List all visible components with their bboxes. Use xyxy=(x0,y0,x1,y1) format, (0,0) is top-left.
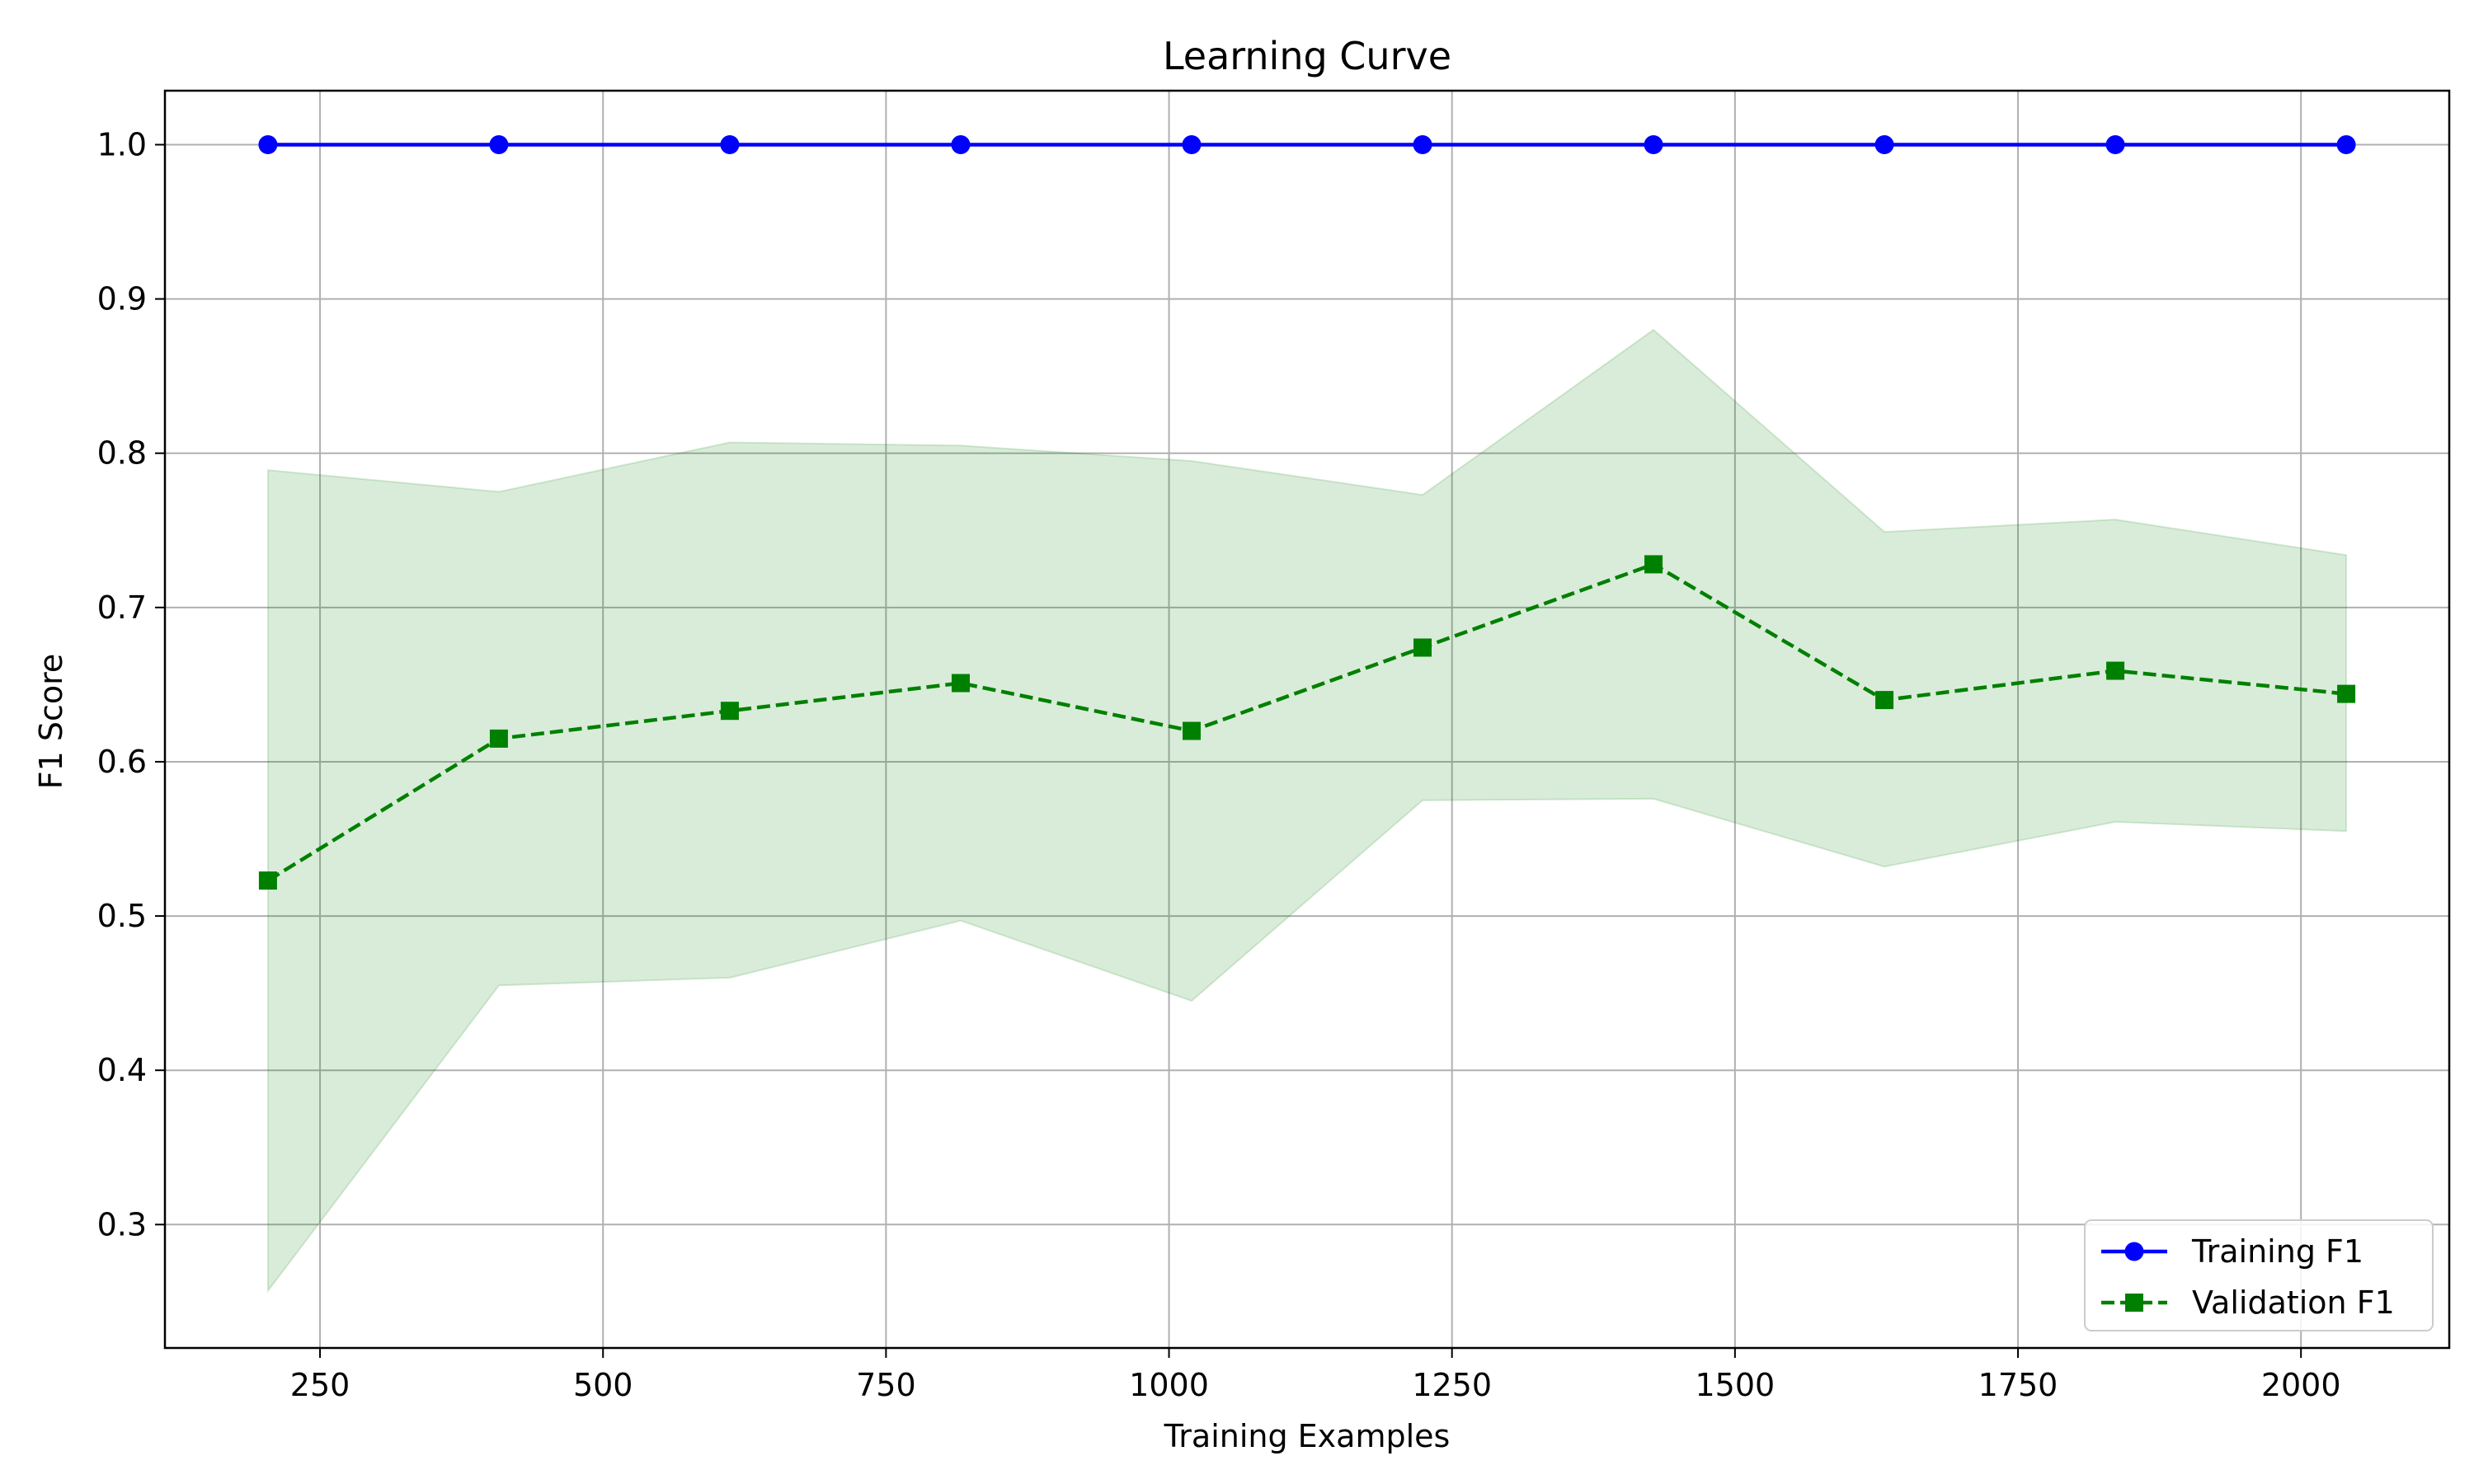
training-f1-point xyxy=(1644,134,1663,154)
x-tick-label: 1500 xyxy=(1696,1367,1776,1403)
legend-swatch-marker xyxy=(2124,1242,2144,1261)
validation-f1-point xyxy=(951,674,970,693)
y-tick-label: 0.5 xyxy=(97,898,147,934)
y-tick-label: 0.3 xyxy=(97,1206,147,1242)
training-f1-point xyxy=(489,134,509,154)
validation-f1-point xyxy=(720,702,739,721)
validation-f1-point xyxy=(258,871,277,890)
validation-f1-point xyxy=(489,729,508,748)
legend-box xyxy=(2084,1219,2434,1331)
training-f1-point xyxy=(1182,134,1202,154)
y-tick-label: 0.8 xyxy=(97,435,147,472)
y-axis-ticks: 0.3 0.4 0.5 0.6 0.7 0.8 0.9 1.0 xyxy=(97,126,165,1242)
training-f1-point xyxy=(951,134,971,154)
x-tick-label: 750 xyxy=(856,1367,916,1403)
legend-label: Validation F1 xyxy=(2192,1284,2395,1321)
validation-f1-point xyxy=(2106,661,2125,680)
training-f1-point xyxy=(1874,134,1894,154)
training-f1-point xyxy=(1413,134,1432,154)
validation-f1-std-band xyxy=(266,328,2348,1294)
x-tick-label: 500 xyxy=(573,1367,633,1403)
y-tick-label: 0.4 xyxy=(97,1052,147,1088)
training-f1-point xyxy=(2105,134,2125,154)
x-tick-label: 2000 xyxy=(2261,1367,2341,1403)
x-tick-label: 1250 xyxy=(1412,1367,1492,1403)
validation-f1-line xyxy=(266,561,2347,882)
x-tick-label: 1750 xyxy=(1978,1367,2058,1403)
training-f1-point xyxy=(2336,134,2356,154)
legend: Training F1 Validation F1 xyxy=(2084,1219,2434,1331)
training-f1-point xyxy=(258,134,278,154)
training-f1-point xyxy=(720,134,740,154)
x-tick-label: 1000 xyxy=(1129,1367,1209,1403)
confidence-bands xyxy=(266,328,2348,1294)
y-tick-label: 0.6 xyxy=(97,744,147,780)
validation-f1-point xyxy=(1413,638,1432,657)
validation-f1-point xyxy=(1875,691,1894,710)
legend-swatch-marker xyxy=(2125,1294,2143,1312)
series-markers xyxy=(258,134,2356,890)
y-tick-label: 0.9 xyxy=(97,281,147,317)
plot-frame xyxy=(163,89,2451,1350)
y-axis-label: F1 Score xyxy=(33,654,69,790)
y-tick-label: 0.7 xyxy=(97,589,147,626)
x-axis-ticks: 250 500 750 1000 1250 1500 1750 2000 xyxy=(290,1348,2341,1403)
grid xyxy=(165,91,2449,1348)
x-axis-label: Training Examples xyxy=(1164,1418,1451,1454)
validation-f1-point xyxy=(2337,684,2356,703)
chart-title: Learning Curve xyxy=(1163,34,1451,78)
legend-label: Training F1 xyxy=(2191,1233,2363,1270)
series-lines xyxy=(266,143,2347,882)
x-tick-label: 250 xyxy=(290,1367,350,1403)
validation-f1-point xyxy=(1182,721,1201,740)
validation-f1-point xyxy=(1644,555,1663,574)
y-tick-label: 1.0 xyxy=(97,126,147,162)
